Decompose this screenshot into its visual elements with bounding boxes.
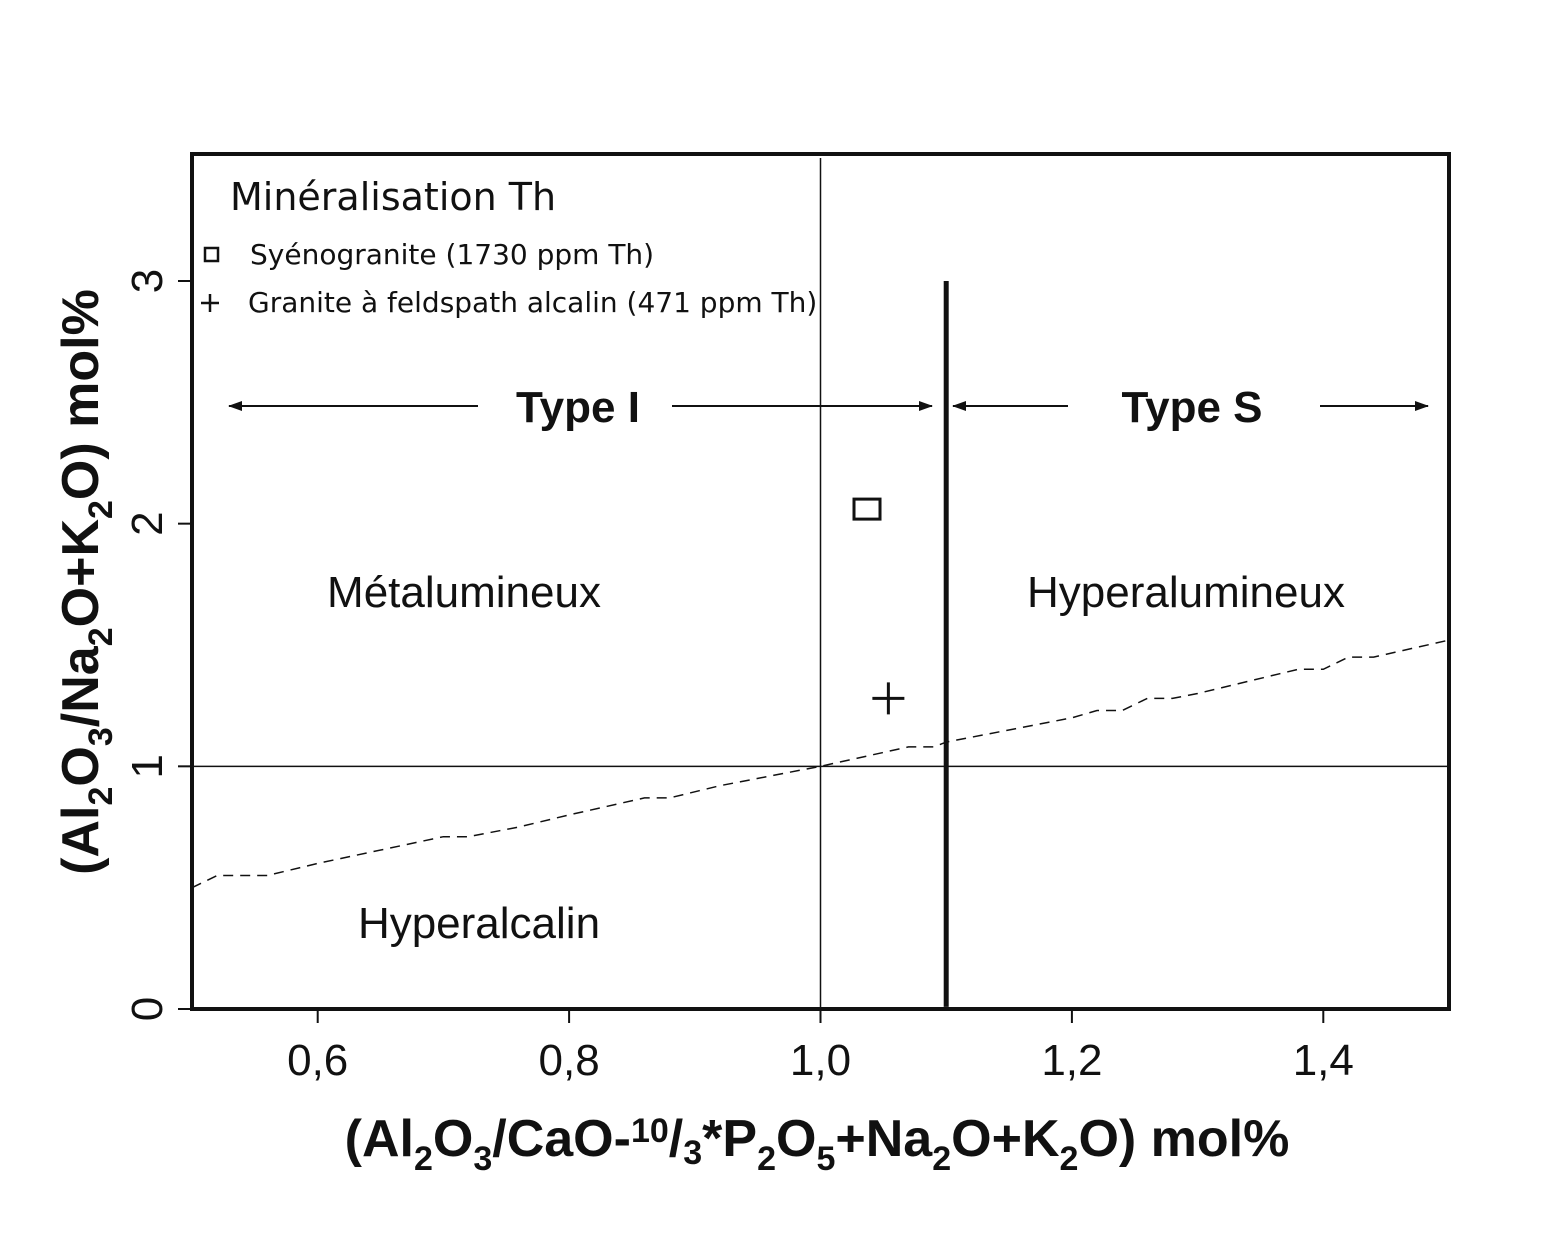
legend-entry-alkali-feldspar-granite: Granite à feldspath alcalin (471 ppm Th) [248,286,817,319]
y-tick-label: 2 [123,511,172,535]
x-tick-label: 1,4 [1293,1036,1354,1085]
data-points [852,497,905,715]
legend-plus-marker [201,294,219,312]
y-axis-ticks: 0 1 2 3 [123,269,192,1021]
dashed-boundary-layer [191,639,1450,889]
x-axis-title: (Al2O3/CaO-10/3*P2O5+Na2O+K2O) mol% [345,1110,1290,1178]
x-tick-label: 1,2 [1041,1036,1102,1085]
data-point-syenogranite [852,497,882,521]
type-i-label: Type I [516,383,640,432]
y-tick-label: 3 [123,269,172,293]
reference-lines [192,158,1449,1009]
x-tick-label: 0,6 [287,1036,348,1085]
peraluminous-label: Hyperalumineux [1027,568,1345,617]
type-s-label: Type S [1121,383,1262,432]
y-tick-label: 0 [123,997,172,1021]
data-point-alkali-feldspar-granite [872,682,905,715]
x-tick-label: 1,0 [790,1036,851,1085]
legend: Minéralisation Th Syénogranite (1730 ppm… [201,175,817,319]
y-tick-label: 1 [123,754,172,778]
legend-entry-syenogranite: Syénogranite (1730 ppm Th) [250,238,654,271]
legend-square-marker [203,246,220,263]
peralkaline-label: Hyperalcalin [358,899,600,948]
x-axis-ticks: 0,6 0,8 1,0 1,2 1,4 [287,1009,1354,1085]
dashed-boundary-line [191,639,1450,889]
metaluminous-label: Métalumineux [327,568,601,617]
y-axis-title: (Al2O3/Na2O+K2O) mol% [52,289,120,875]
legend-title: Minéralisation Th [230,175,556,219]
x-tick-label: 0,8 [539,1036,600,1085]
